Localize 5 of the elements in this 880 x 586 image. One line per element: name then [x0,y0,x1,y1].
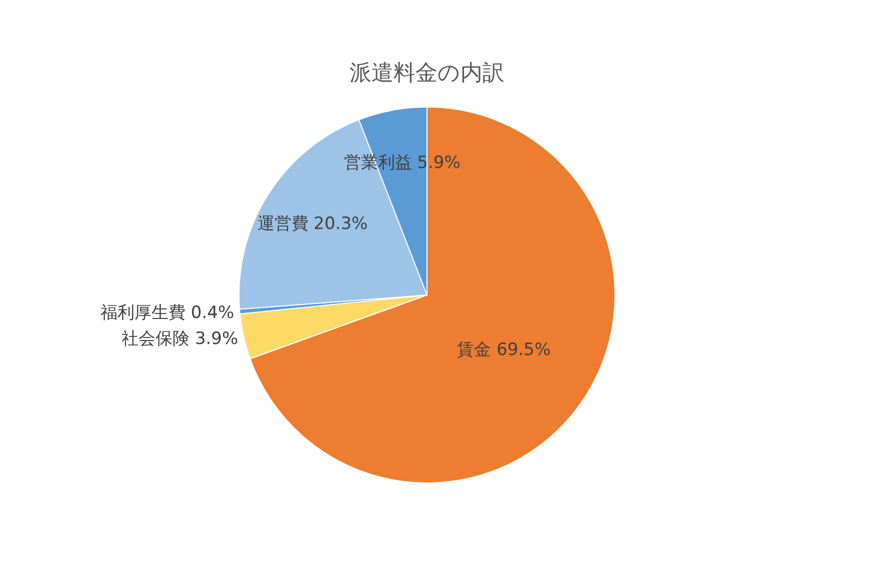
slice-label: 賃金 69.5% [457,340,551,360]
slice-label: 運営費 20.3% [257,214,368,234]
slice-label: 福利厚生費 0.4% [100,302,234,323]
slice-label: 社会保険 3.9% [122,328,238,349]
chart-title: 派遣料金の内訳 [350,61,504,86]
